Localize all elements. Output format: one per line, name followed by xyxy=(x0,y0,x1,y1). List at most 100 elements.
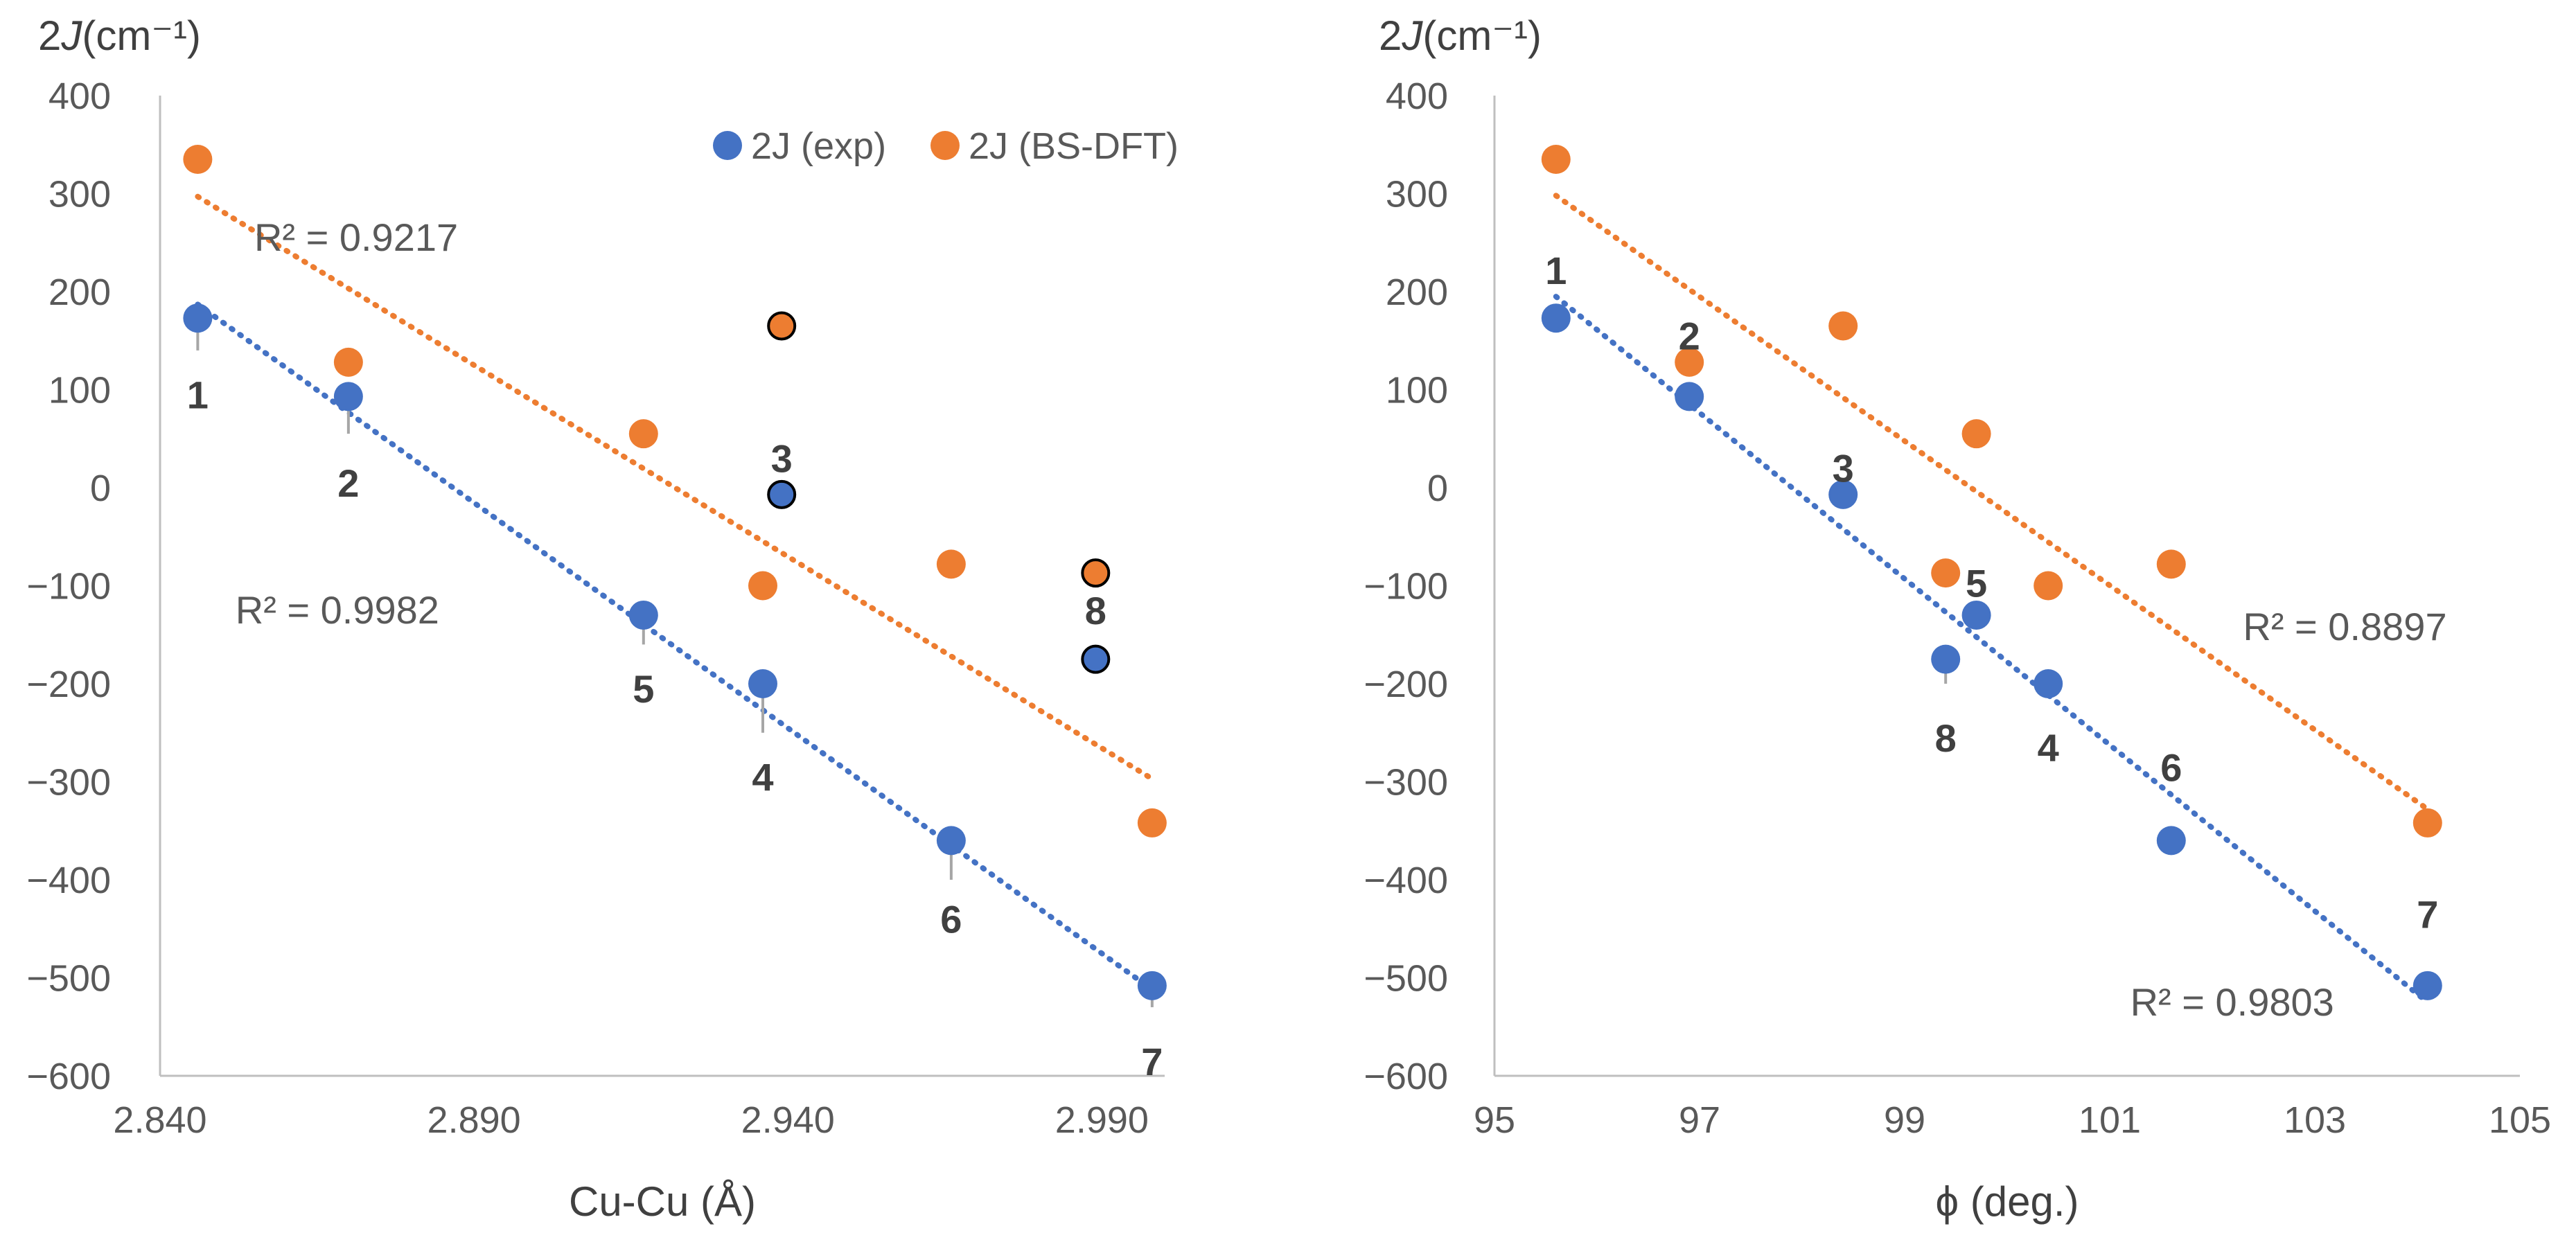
y-tick-label: 400 xyxy=(1386,76,1448,117)
point-label-2: 2 xyxy=(337,461,359,505)
trendline-exp xyxy=(195,301,1155,993)
data-point-dft-4 xyxy=(2034,571,2063,601)
y-axis-title-prefix: 2 xyxy=(1379,12,1402,59)
y-tick-label: 200 xyxy=(1386,272,1448,313)
point-label-3: 3 xyxy=(771,437,793,481)
point-label-1: 1 xyxy=(187,373,209,417)
data-point-exp-3 xyxy=(767,479,797,509)
legend-dft-label: 2J (BS-DFT) xyxy=(969,125,1179,167)
point-label-5: 5 xyxy=(1966,561,1987,605)
point-label-1: 1 xyxy=(1545,249,1567,292)
trendline-exp xyxy=(1553,294,2431,1005)
data-point-dft-6 xyxy=(936,549,966,579)
x-tick-label: 99 xyxy=(1884,1099,1925,1141)
x-tick-label: 103 xyxy=(2284,1099,2346,1141)
point-label-8: 8 xyxy=(1085,589,1106,632)
y-tick-label: −300 xyxy=(1364,762,1448,804)
x-tick-label: 95 xyxy=(1474,1099,1515,1141)
point-label-6: 6 xyxy=(2160,745,2182,789)
chart-2: 400 300 200 100 0 −100 −200 −300 −400 −500 −600 95 9… xyxy=(1364,12,2551,1225)
y-axis-title-symbol: J xyxy=(1401,12,1423,59)
legend-exp-marker xyxy=(713,131,742,160)
data-point-dft-2 xyxy=(1675,347,1704,377)
data-point-dft-1 xyxy=(183,144,213,174)
x-tick-label: 101 xyxy=(2079,1099,2141,1141)
data-point-exp-1 xyxy=(1541,303,1571,333)
y-tick-label: 100 xyxy=(1386,370,1448,411)
x-tick-label: 2.840 xyxy=(113,1099,206,1141)
data-point-dft-8 xyxy=(1081,558,1111,588)
y-tick-label: 300 xyxy=(48,174,111,215)
data-point-exp-6 xyxy=(2156,826,2186,856)
y-tick-label: −100 xyxy=(26,566,111,608)
y-tick-label: 300 xyxy=(1386,174,1448,215)
y-tick-label: −100 xyxy=(1364,566,1448,608)
data-point-dft-4 xyxy=(748,571,777,601)
chart-1: 4003002001000−100−200−300−400−500−6002.8… xyxy=(26,12,1167,1225)
y-tick-label: −500 xyxy=(1364,958,1448,1000)
y-tick-label: 100 xyxy=(48,370,111,411)
y-tick-label: −200 xyxy=(26,664,111,705)
y-tick-label: −300 xyxy=(26,762,111,804)
y-axis-title-unit: (cm⁻¹) xyxy=(1422,12,1542,59)
data-point-exp-5 xyxy=(628,600,658,630)
r-squared-label: R² = 0.8897 xyxy=(2243,605,2446,648)
y-axis-title-symbol: J xyxy=(60,12,82,59)
legend: 2J (exp) 2J (BS-DFT) xyxy=(713,125,1179,167)
x-tick-label: 105 xyxy=(2489,1099,2551,1141)
r-squared-label: R² = 0.9982 xyxy=(236,588,439,632)
y-axis-title-prefix: 2 xyxy=(38,12,61,59)
y-tick-label: −400 xyxy=(1364,860,1448,901)
data-point-exp-4 xyxy=(748,669,777,698)
x-tick-label: 2.990 xyxy=(1055,1099,1149,1141)
y-tick-label: −600 xyxy=(1364,1056,1448,1097)
trendline-dft xyxy=(1553,193,2431,813)
data-point-exp-4 xyxy=(2034,669,2063,698)
y-tick-label: 200 xyxy=(48,272,111,313)
data-point-exp-6 xyxy=(936,826,966,856)
data-point-exp-1 xyxy=(183,303,213,333)
data-point-dft-5 xyxy=(1961,419,1991,449)
data-point-exp-2 xyxy=(333,382,363,411)
data-point-dft-5 xyxy=(628,419,658,449)
x-tick-label: 97 xyxy=(1679,1099,1720,1141)
data-point-exp-7 xyxy=(1137,971,1167,1000)
point-label-3: 3 xyxy=(1833,447,1854,490)
trendline-dft xyxy=(195,193,1155,782)
x-axis-title: ϕ (deg.) xyxy=(1935,1178,2079,1225)
r-squared-label: R² = 0.9803 xyxy=(2131,980,2334,1024)
data-point-exp-2 xyxy=(1675,382,1704,411)
data-point-exp-3 xyxy=(1828,479,1858,509)
legend-exp-label: 2J (exp) xyxy=(751,125,886,167)
data-point-dft-1 xyxy=(1541,144,1571,174)
y-tick-label: −400 xyxy=(26,860,111,901)
y-tick-label: −200 xyxy=(1364,664,1448,705)
data-point-exp-5 xyxy=(1961,600,1991,630)
y-axis-title-unit: (cm⁻¹) xyxy=(82,12,201,59)
y-tick-label: 400 xyxy=(48,76,111,117)
data-point-exp-8 xyxy=(1081,644,1111,674)
r-squared-label: R² = 0.9217 xyxy=(254,215,458,259)
data-point-dft-3 xyxy=(767,311,797,341)
data-point-dft-8 xyxy=(1931,558,1961,588)
data-point-dft-6 xyxy=(2156,549,2186,579)
point-label-6: 6 xyxy=(940,898,962,941)
y-tick-label: 0 xyxy=(90,468,111,509)
point-label-2: 2 xyxy=(1679,315,1700,358)
x-tick-label: 2.890 xyxy=(427,1099,521,1141)
data-point-exp-8 xyxy=(1931,644,1961,674)
x-tick-label: 2.940 xyxy=(741,1099,835,1141)
y-axis-title: 2J(cm⁻¹) xyxy=(38,12,201,59)
data-point-dft-7 xyxy=(2412,808,2442,838)
point-label-4: 4 xyxy=(752,755,773,799)
point-label-4: 4 xyxy=(2038,726,2059,770)
x-axis-title: Cu-Cu (Å) xyxy=(569,1178,756,1225)
point-label-5: 5 xyxy=(633,667,654,711)
point-label-7: 7 xyxy=(2417,893,2438,937)
point-label-8: 8 xyxy=(1935,716,1957,760)
point-label-7: 7 xyxy=(1141,1040,1163,1083)
data-point-dft-3 xyxy=(1828,311,1858,341)
y-tick-label: −600 xyxy=(26,1056,111,1097)
